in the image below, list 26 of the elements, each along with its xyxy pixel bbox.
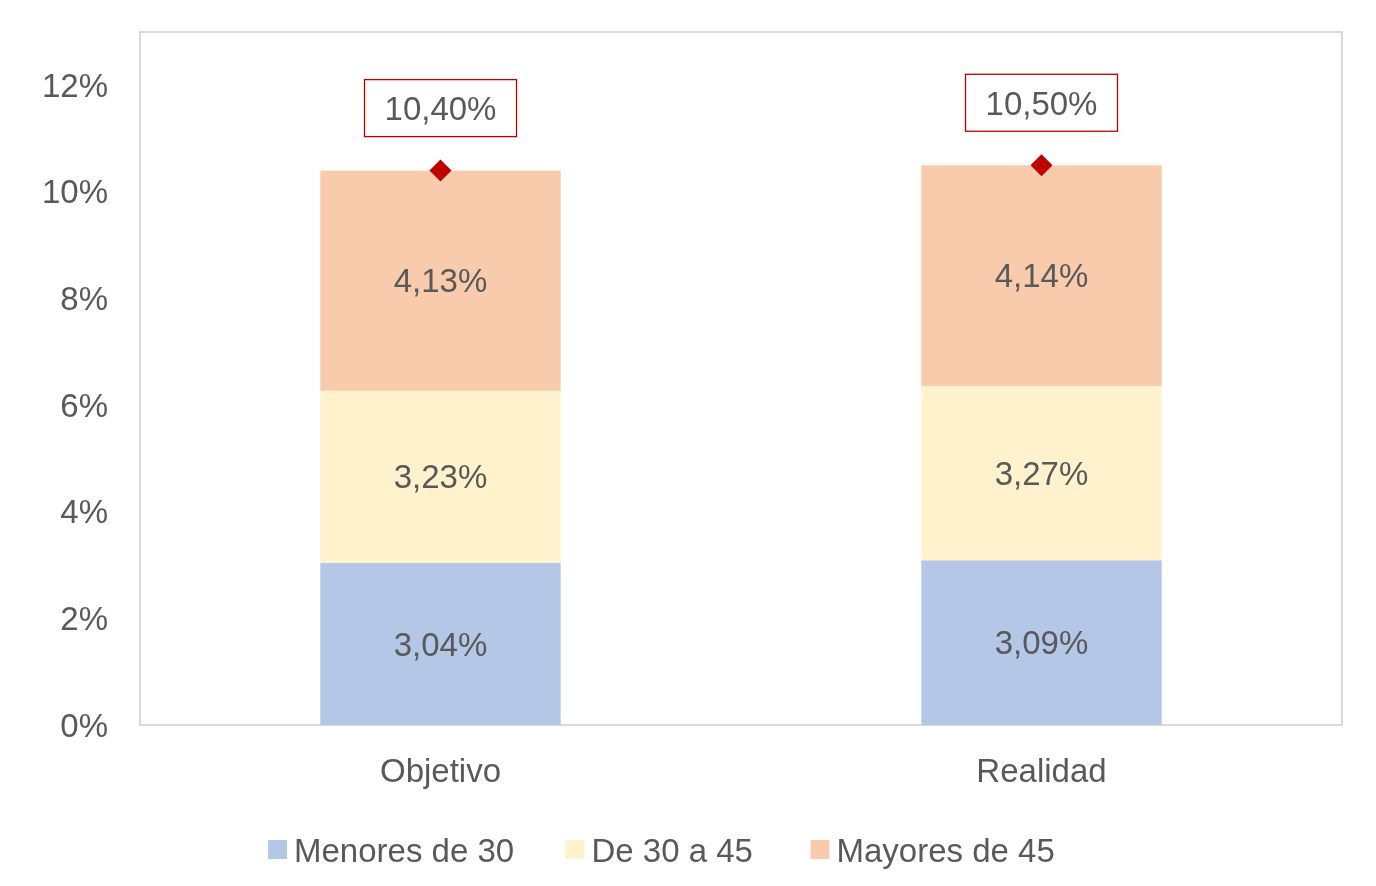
bar <box>320 562 561 725</box>
legend-label: De 30 a 45 <box>591 831 753 869</box>
bar <box>320 390 561 563</box>
data-label: 10,50% <box>985 84 1098 122</box>
x-tick-label: Realidad <box>976 751 1107 789</box>
data-label: 4,13% <box>393 262 488 300</box>
y-tick-label: 4% <box>60 493 108 531</box>
y-tick-label: 10% <box>41 173 108 211</box>
bar <box>921 385 1162 561</box>
data-label: 3,23% <box>393 458 488 496</box>
data-label: 4,14% <box>994 257 1089 295</box>
legend-label: Mayores de 45 <box>836 831 1055 869</box>
data-label: 3,04% <box>393 625 488 663</box>
data-label: 3,09% <box>994 624 1089 662</box>
bar <box>921 560 1162 725</box>
data-label: 10,40% <box>384 90 497 128</box>
bar <box>921 165 1162 386</box>
y-tick-label: 0% <box>60 706 108 744</box>
y-tick-label: 8% <box>60 280 108 318</box>
y-tick-label: 12% <box>41 66 108 104</box>
legend-label: Menores de 30 <box>294 831 515 869</box>
y-tick-label: 6% <box>60 386 108 424</box>
bar <box>320 170 561 391</box>
x-tick-label: Objetivo <box>379 751 502 789</box>
data-label: 3,27% <box>994 454 1089 492</box>
y-tick-label: 2% <box>60 599 108 637</box>
